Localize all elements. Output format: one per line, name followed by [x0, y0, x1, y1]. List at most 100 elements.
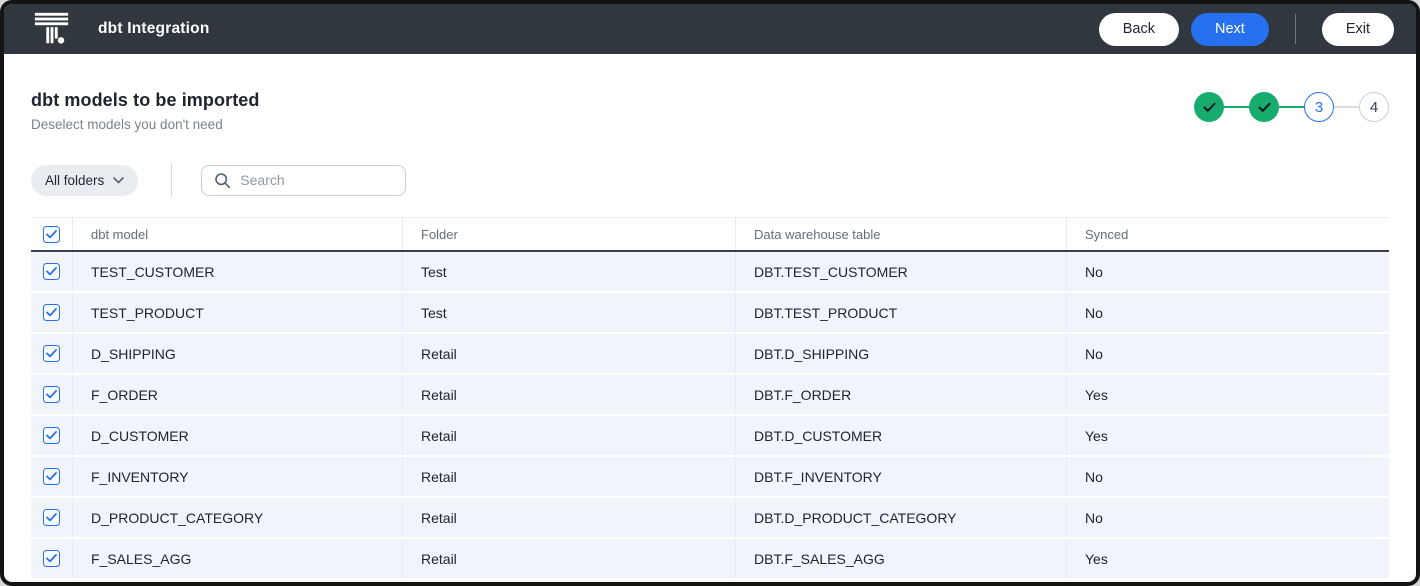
table-row: F_ORDER Retail DBT.F_ORDER Yes — [31, 375, 1389, 416]
row-checkbox-cell — [31, 375, 73, 414]
row-checkbox[interactable] — [43, 263, 60, 280]
cell-folder: Test — [403, 252, 736, 291]
cell-warehouse-table: DBT.D_CUSTOMER — [736, 416, 1067, 455]
folder-filter-label: All folders — [45, 172, 105, 188]
cell-warehouse-table: DBT.D_SHIPPING — [736, 334, 1067, 373]
checkmark-icon — [1203, 102, 1215, 112]
cell-synced: Yes — [1085, 550, 1108, 567]
cell-folder: Retail — [403, 375, 736, 414]
row-checkbox[interactable] — [43, 509, 60, 526]
page-header: dbt models to be imported Deselect model… — [31, 90, 1389, 132]
cell-model: D_SHIPPING — [73, 334, 403, 373]
cell-warehouse-table: DBT.F_INVENTORY — [736, 457, 1067, 496]
page-title: dbt models to be imported — [31, 90, 260, 110]
checkmark-icon — [46, 308, 57, 317]
exit-button[interactable]: Exit — [1321, 12, 1394, 46]
step-number: 3 — [1314, 98, 1324, 116]
column-header-folder[interactable]: Folder — [403, 218, 736, 250]
checkmark-icon — [46, 349, 57, 358]
column-header-warehouse-table[interactable]: Data warehouse table — [736, 218, 1067, 250]
cell-synced: No — [1085, 263, 1103, 280]
filter-divider — [171, 163, 173, 197]
next-button[interactable]: Next — [1191, 12, 1269, 46]
select-all-checkbox[interactable] — [43, 225, 60, 243]
cell-synced: No — [1085, 509, 1103, 526]
checkmark-icon — [46, 513, 57, 522]
step-connector — [1279, 106, 1304, 108]
cell-model: F_INVENTORY — [73, 457, 403, 496]
row-checkbox[interactable] — [43, 345, 60, 362]
models-table: dbt model Folder Data warehouse table Sy… — [31, 217, 1389, 580]
row-checkbox-cell — [31, 539, 73, 578]
wizard-stepper: 3 4 — [1194, 92, 1389, 122]
cell-folder: Retail — [403, 416, 736, 455]
row-checkbox-cell — [31, 498, 73, 537]
checkmark-icon — [46, 390, 57, 399]
table-row: D_CUSTOMER Retail DBT.D_CUSTOMER Yes — [31, 416, 1389, 457]
step-3-current[interactable]: 3 — [1304, 92, 1334, 122]
app-title: dbt Integration — [98, 20, 210, 37]
row-checkbox[interactable] — [43, 550, 60, 567]
row-checkbox-cell — [31, 416, 73, 455]
page-subtitle: Deselect models you don't need — [31, 117, 223, 132]
table-row: TEST_CUSTOMER Test DBT.TEST_CUSTOMER No — [31, 252, 1389, 293]
row-checkbox[interactable] — [43, 427, 60, 444]
cell-folder: Retail — [403, 498, 736, 537]
cell-model: TEST_CUSTOMER — [73, 252, 403, 291]
table-row: TEST_PRODUCT Test DBT.TEST_PRODUCT No — [31, 293, 1389, 334]
step-connector — [1224, 106, 1249, 108]
step-number: 4 — [1369, 98, 1379, 116]
cell-synced: No — [1085, 304, 1103, 321]
row-checkbox-cell — [31, 293, 73, 332]
checkmark-icon — [46, 431, 57, 440]
cell-model: F_ORDER — [73, 375, 403, 414]
folder-filter-dropdown[interactable]: All folders — [31, 164, 139, 196]
table-row: D_PRODUCT_CATEGORY Retail DBT.D_PRODUCT_… — [31, 498, 1389, 539]
row-checkbox-cell — [31, 252, 73, 291]
search-box[interactable] — [201, 164, 407, 196]
back-button[interactable]: Back — [1098, 12, 1179, 46]
main-content: dbt models to be imported Deselect model… — [4, 90, 1416, 580]
row-checkbox-cell — [31, 457, 73, 496]
checkmark-icon — [46, 267, 57, 276]
cell-synced: Yes — [1085, 427, 1108, 444]
chevron-down-icon — [113, 176, 125, 183]
cell-folder: Retail — [403, 539, 736, 578]
cell-warehouse-table: DBT.F_ORDER — [736, 375, 1067, 414]
top-bar: dbt Integration Back Next Exit — [4, 4, 1416, 54]
cell-model: D_PRODUCT_CATEGORY — [73, 498, 403, 537]
step-connector — [1334, 106, 1359, 108]
cell-folder: Retail — [403, 457, 736, 496]
step-4-upcoming[interactable]: 4 — [1359, 92, 1389, 122]
step-1-complete[interactable] — [1194, 92, 1224, 122]
cell-warehouse-table: DBT.TEST_CUSTOMER — [736, 252, 1067, 291]
page-heading-block: dbt models to be imported Deselect model… — [31, 90, 260, 132]
column-header-model[interactable]: dbt model — [73, 218, 403, 250]
cell-warehouse-table: DBT.F_SALES_AGG — [736, 539, 1067, 578]
search-icon — [215, 172, 231, 188]
cell-warehouse-table: DBT.D_PRODUCT_CATEGORY — [736, 498, 1067, 537]
cell-synced: Yes — [1085, 386, 1108, 403]
row-checkbox[interactable] — [43, 304, 60, 321]
table-row: D_SHIPPING Retail DBT.D_SHIPPING No — [31, 334, 1389, 375]
topbar-divider — [1294, 14, 1296, 44]
cell-folder: Retail — [403, 334, 736, 373]
row-checkbox[interactable] — [43, 468, 60, 485]
row-checkbox-cell — [31, 334, 73, 373]
search-input[interactable] — [240, 172, 396, 188]
checkmark-icon — [1258, 102, 1270, 112]
cell-warehouse-table: DBT.TEST_PRODUCT — [736, 293, 1067, 332]
checkmark-icon — [46, 554, 57, 563]
row-checkbox[interactable] — [43, 386, 60, 403]
cell-model: D_CUSTOMER — [73, 416, 403, 455]
filter-bar: All folders — [31, 163, 1389, 197]
cell-model: TEST_PRODUCT — [73, 293, 403, 332]
column-header-synced[interactable]: Synced — [1085, 226, 1129, 242]
cell-folder: Test — [403, 293, 736, 332]
checkmark-icon — [46, 472, 57, 481]
topbar-actions: Back Next Exit — [1098, 12, 1394, 46]
table-header-row: dbt model Folder Data warehouse table Sy… — [31, 217, 1389, 252]
step-2-complete[interactable] — [1249, 92, 1279, 122]
thoughtspot-logo-icon — [32, 9, 72, 49]
